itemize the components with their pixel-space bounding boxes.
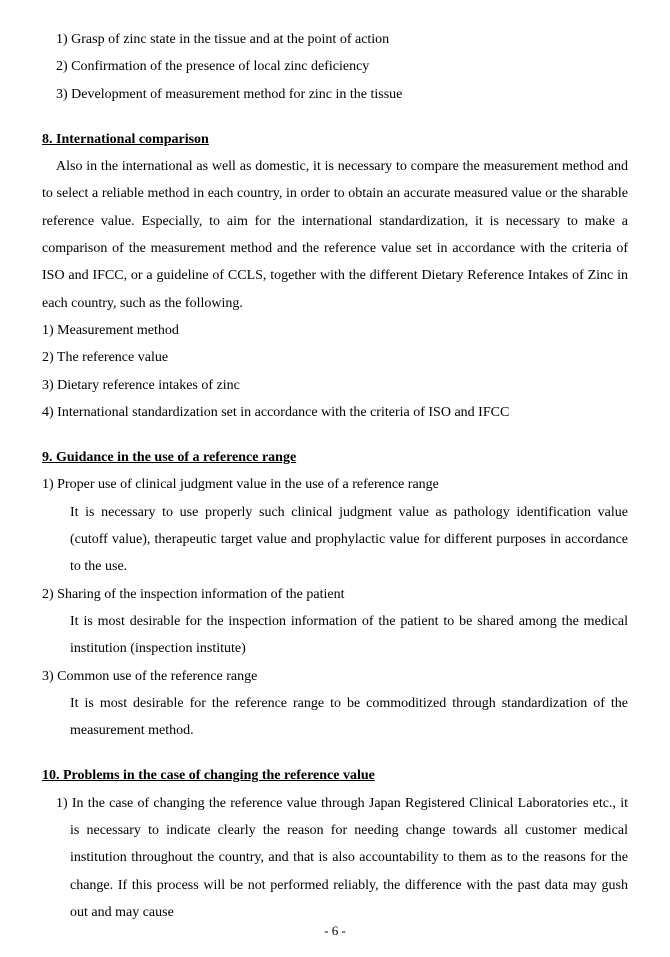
section-9-entry-3-title: 3) Common use of the reference range (42, 663, 628, 690)
section-8-paragraph: Also in the international as well as dom… (42, 153, 628, 317)
section-9-entry-1-body: It is necessary to use properly such cli… (42, 499, 628, 581)
section-8-item-2: 2) The reference value (42, 344, 628, 371)
section-8-item-1: 1) Measurement method (42, 317, 628, 344)
section-8-item-4: 4) International standardization set in … (42, 399, 628, 426)
section-8-heading: 8. International comparison (42, 126, 628, 153)
intro-item-3: 3) Development of measurement method for… (42, 81, 628, 108)
section-10-heading: 10. Problems in the case of changing the… (42, 762, 628, 789)
section-8-item-3: 3) Dietary reference intakes of zinc (42, 372, 628, 399)
section-10-item: 1) In the case of changing the reference… (56, 790, 628, 926)
section-9-heading: 9. Guidance in the use of a reference ra… (42, 444, 628, 471)
section-9-entry-1-title: 1) Proper use of clinical judgment value… (42, 471, 628, 498)
section-9-entry-3-body: It is most desirable for the reference r… (42, 690, 628, 745)
section-9-entry-2-title: 2) Sharing of the inspection information… (42, 581, 628, 608)
page-number: - 6 - (0, 918, 670, 943)
section-9-entry-2-body: It is most desirable for the inspection … (42, 608, 628, 663)
intro-item-1: 1) Grasp of zinc state in the tissue and… (42, 26, 628, 53)
intro-item-2: 2) Confirmation of the presence of local… (42, 53, 628, 80)
